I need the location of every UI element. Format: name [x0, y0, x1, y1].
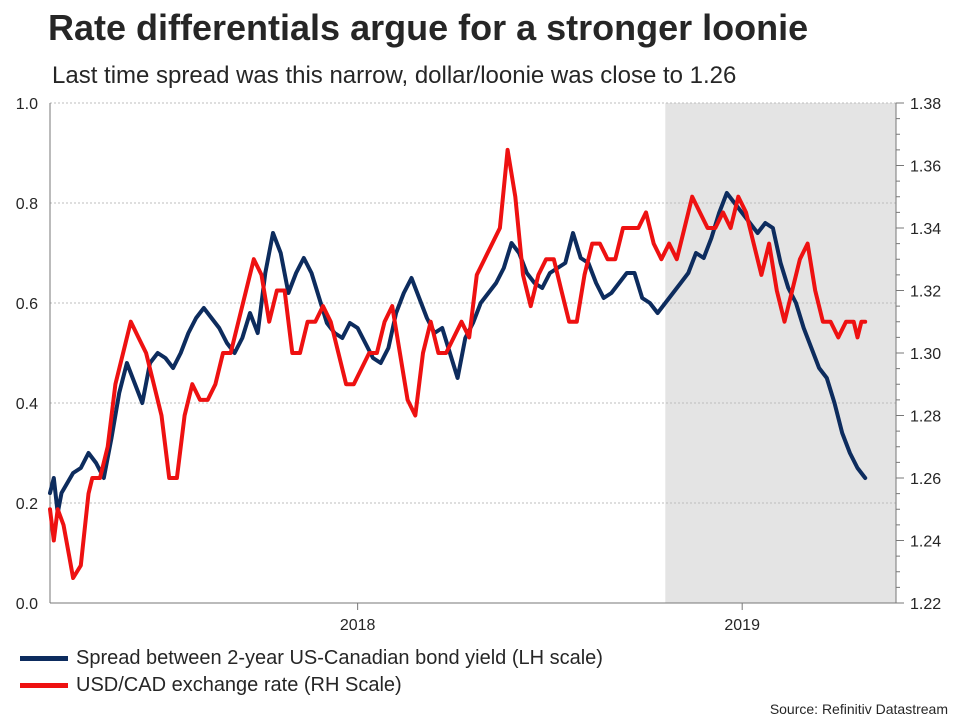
y-right-tick-label: 1.38	[910, 96, 941, 113]
y-left-tick-label: 0.4	[16, 396, 38, 413]
chart-title: Rate differentials argue for a stronger …	[48, 7, 809, 48]
y-right-tick-label: 1.28	[910, 409, 941, 426]
x-tick-label: 2019	[724, 617, 760, 634]
y-right-tick-label: 1.26	[910, 471, 941, 488]
y-right-tick-label: 1.22	[910, 596, 941, 613]
y-right-tick-label: 1.36	[910, 159, 941, 176]
legend-item-spread: Spread between 2-year US-Canadian bond y…	[20, 645, 603, 672]
chart-subtitle: Last time spread was this narrow, dollar…	[52, 62, 737, 89]
legend-swatch-spread	[20, 656, 68, 661]
x-tick-label: 2018	[340, 617, 376, 634]
tick-labels: 0.0 0.2 0.4 0.6 0.8 1.0 1.22 1.24 1.26 1.28 1.30 1.…	[16, 96, 941, 634]
legend: Spread between 2-year US-Canadian bond y…	[20, 645, 603, 699]
line-chart: 0.0 0.2 0.4 0.6 0.8 1.0 1.22 1.24 1.26 1.28 1.30 1.…	[16, 96, 941, 634]
y-left-tick-label: 0.0	[16, 596, 38, 613]
y-right-tick-label: 1.34	[910, 221, 941, 238]
series-layer	[48, 147, 868, 580]
series-usdcad-line	[48, 147, 868, 580]
legend-label-spread: Spread between 2-year US-Canadian bond y…	[76, 647, 603, 669]
shaded-forecast-region	[665, 103, 896, 603]
y-left-tick-label: 0.2	[16, 496, 38, 513]
y-right-tick-label: 1.24	[910, 534, 941, 551]
y-left-tick-label: 0.6	[16, 296, 38, 313]
y-left-tick-label: 0.8	[16, 196, 38, 213]
legend-swatch-usdcad	[20, 683, 68, 688]
gridlines	[50, 102, 896, 504]
legend-item-usdcad: USD/CAD exchange rate (RH Scale)	[20, 672, 603, 699]
y-right-tick-label: 1.32	[910, 284, 941, 301]
series-spread-line	[48, 191, 868, 515]
legend-label-usdcad: USD/CAD exchange rate (RH Scale)	[76, 674, 402, 696]
y-left-tick-label: 1.0	[16, 96, 38, 113]
source-note: Source: Refinitiv Datastream	[769, 701, 948, 717]
y-right-tick-label: 1.30	[910, 346, 941, 363]
